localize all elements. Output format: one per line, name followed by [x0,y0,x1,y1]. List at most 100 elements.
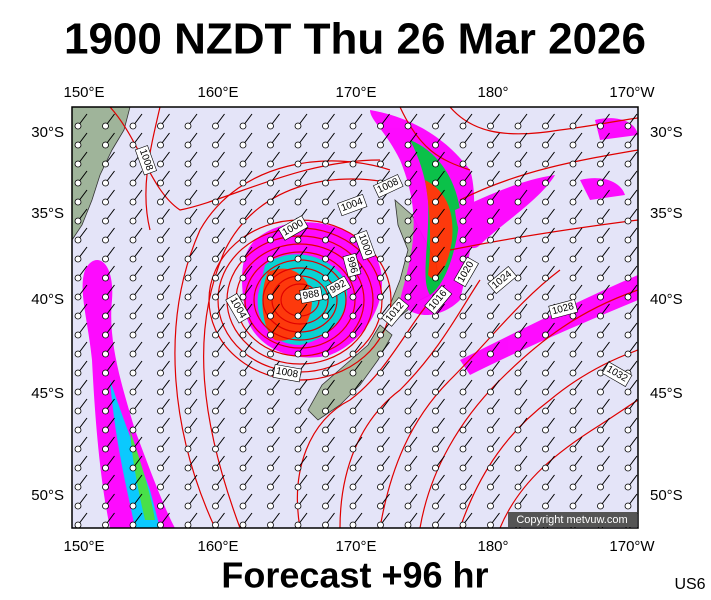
station [239,445,247,453]
station [624,217,632,225]
station [102,350,109,358]
station [542,464,549,472]
station [239,388,247,396]
station [184,179,192,187]
station [102,141,109,149]
station [322,407,329,415]
station [487,255,494,263]
lon-label: 170°W [609,538,655,555]
station [184,502,192,510]
station [102,293,109,301]
isobar-label-bg [453,256,479,288]
station [74,350,82,358]
station [267,198,274,206]
station [569,141,577,149]
station [404,312,412,320]
station [129,350,137,358]
station [267,179,274,187]
station [74,236,82,244]
station [432,407,439,415]
lat-label: 35°S [650,205,683,222]
station [212,331,219,339]
station [184,217,192,225]
station [267,502,274,510]
station [404,122,412,130]
station [597,217,604,225]
station [157,274,164,282]
station [542,274,549,282]
copyright: Copyright metvuw.com [516,514,627,526]
station [267,350,274,358]
station [322,483,329,491]
station [184,274,192,282]
station [569,160,577,168]
station [514,293,522,301]
station [597,464,604,472]
station [624,331,632,339]
station [514,483,522,491]
station [459,198,467,206]
station [432,426,439,434]
station [322,236,329,244]
station [487,464,494,472]
station [102,502,109,510]
isobar [203,178,401,528]
isobar [174,160,391,528]
station [349,521,357,528]
station [267,445,274,453]
station [459,388,467,396]
model-code: US6 [674,576,705,593]
station [184,483,192,491]
station [404,141,412,149]
station [569,426,577,434]
station [184,464,192,472]
station [267,464,274,472]
station [349,369,357,377]
station [239,160,247,168]
station [212,255,219,263]
station [239,331,247,339]
station [487,217,494,225]
station [404,445,412,453]
station [212,388,219,396]
station [294,160,302,168]
station [102,198,109,206]
station [569,464,577,472]
station [294,293,302,301]
station [377,217,384,225]
station [74,255,82,263]
station [74,369,82,377]
station [459,331,467,339]
lon-label: 160°E [197,84,238,101]
station [74,445,82,453]
station [597,388,604,396]
station [129,388,137,396]
station [487,407,494,415]
lon-label: 150°E [63,84,104,101]
station [404,331,412,339]
station [569,369,577,377]
station [157,217,164,225]
copyright-box [508,512,637,527]
station [239,293,247,301]
station [212,122,219,130]
station [157,236,164,244]
station [157,407,164,415]
lat-label: 50°S [31,487,64,504]
station [404,388,412,396]
station [624,464,632,472]
station [542,198,549,206]
station [157,293,164,301]
station [459,236,467,244]
station [432,369,439,377]
station [459,407,467,415]
station [404,426,412,434]
station [432,502,439,510]
station [129,464,137,472]
station [239,502,247,510]
station [459,350,467,358]
station [267,407,274,415]
station [322,445,329,453]
station [74,274,82,282]
